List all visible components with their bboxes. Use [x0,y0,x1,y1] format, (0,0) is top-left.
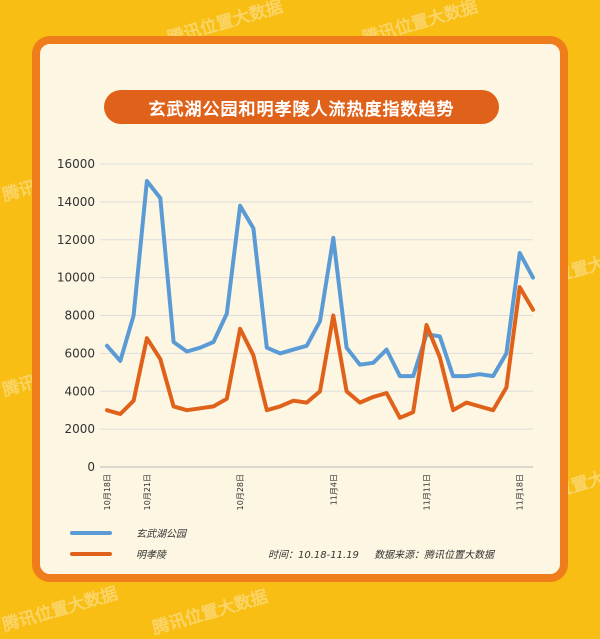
y-tick-label: 2000 [64,422,95,436]
x-tick-label: 11月4日 [329,474,338,505]
source-origin: 数据来源：腾讯位置大数据 [374,550,495,561]
legend-label-series-2: 明孝陵 [136,550,166,561]
legend-swatch-series-2 [70,551,112,556]
x-tick-label: 10月21日 [143,474,152,510]
x-tick-label: 10月18日 [103,474,112,510]
y-tick-label: 4000 [64,384,95,398]
line-chart: 0 2000 4000 6000 8000 10000 12000 14000 16000 10月… [57,157,535,510]
x-tick-label: 11月11日 [423,474,432,510]
y-tick-label: 14000 [57,195,95,209]
series-line-2 [105,285,535,420]
legend-label-series-1: 玄武湖公园 [136,529,186,540]
source-time: 时间：10.18-11.19 [268,550,359,561]
series-line-1 [105,179,535,379]
x-tick-label: 10月28日 [236,474,245,510]
y-tick-label: 12000 [57,233,95,247]
y-tick-label: 10000 [57,271,95,285]
y-tick-label: 16000 [57,157,95,171]
chart-title: 玄武湖公园和明孝陵人流热度指数趋势 [104,90,499,124]
chart-card [32,36,568,582]
x-tick-label: 11月18日 [516,474,525,510]
y-tick-label: 6000 [64,346,95,360]
legend-item-series-1: 玄武湖公园 [70,525,186,540]
source-note: 时间：10.18-11.19 数据来源：腾讯位置大数据 [268,546,494,561]
y-tick-label: 8000 [64,309,95,323]
y-tick-label: 0 [87,460,95,474]
legend-item-series-2: 明孝陵 [70,546,166,561]
legend-swatch-series-1 [70,530,112,535]
